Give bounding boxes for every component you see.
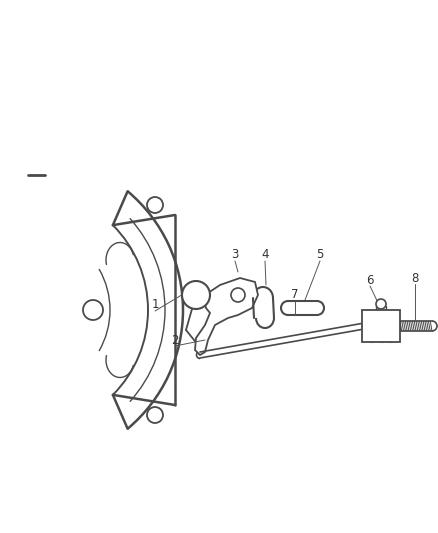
Circle shape: [83, 300, 103, 320]
Circle shape: [230, 288, 244, 302]
Text: 8: 8: [410, 271, 418, 285]
Text: 6: 6: [365, 273, 373, 287]
Text: 3: 3: [231, 248, 238, 262]
FancyBboxPatch shape: [361, 310, 399, 342]
Text: 5: 5: [316, 248, 323, 262]
Circle shape: [147, 407, 162, 423]
Text: 2: 2: [171, 334, 178, 346]
Circle shape: [375, 299, 385, 309]
Circle shape: [182, 281, 209, 309]
Text: 1: 1: [151, 298, 159, 311]
Text: 4: 4: [261, 248, 268, 262]
Text: 7: 7: [290, 288, 298, 302]
Circle shape: [147, 197, 162, 213]
Polygon shape: [194, 278, 258, 355]
